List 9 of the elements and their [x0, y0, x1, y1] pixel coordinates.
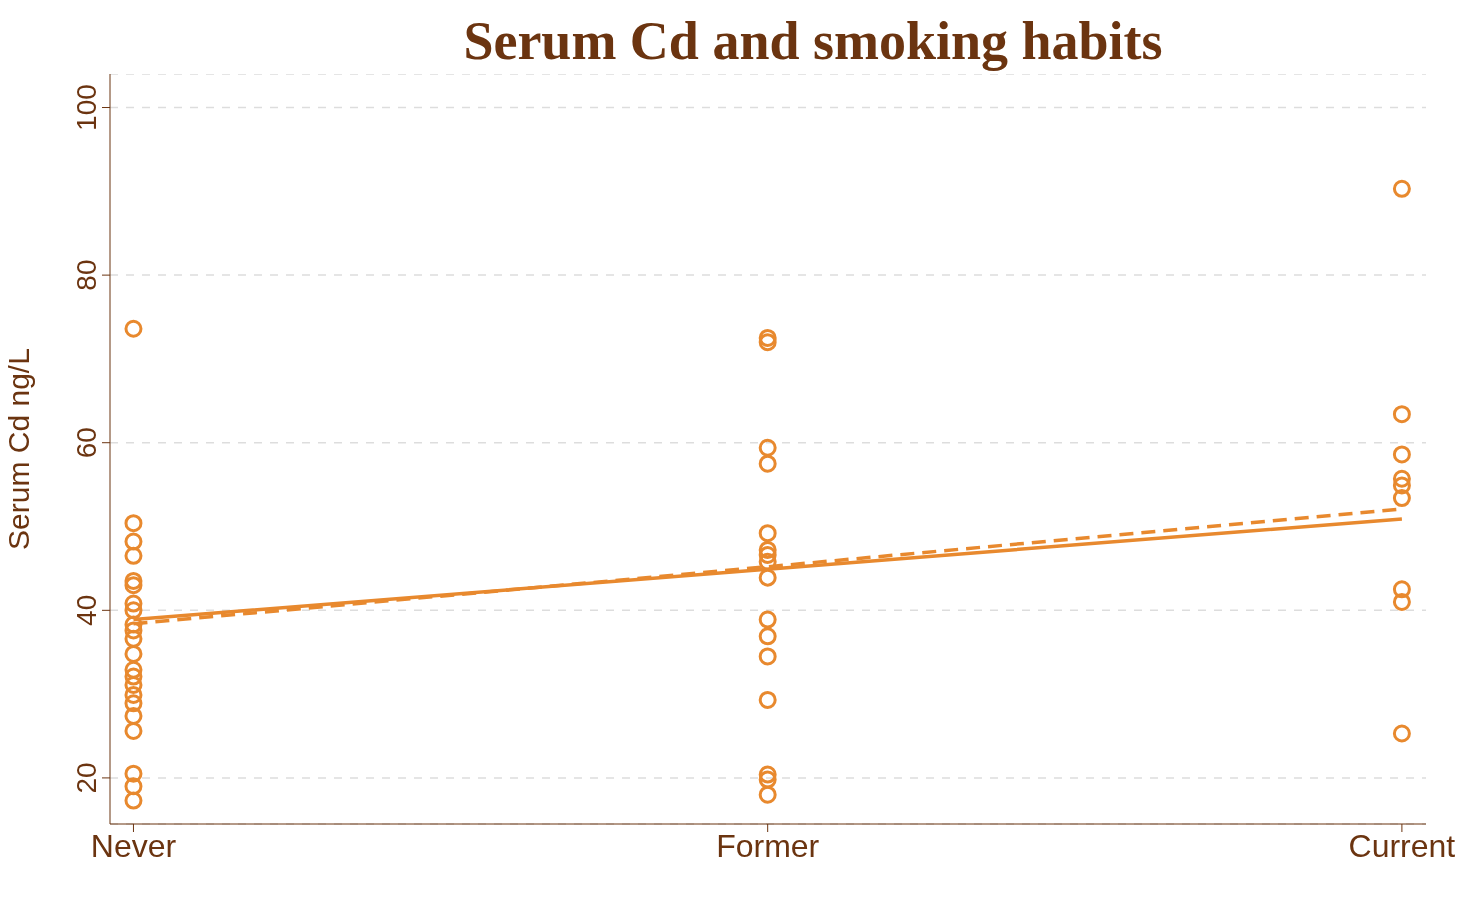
y-tick-label: 20: [71, 762, 102, 794]
chart-title: Serum Cd and smoking habits: [462, 10, 1164, 73]
y-tick-label: 100: [71, 84, 102, 131]
x-tick-label: Current: [1348, 827, 1456, 864]
x-tick-label: Former: [716, 827, 820, 864]
x-tick-label: Never: [90, 827, 177, 864]
y-tick-label: 40: [71, 594, 102, 626]
y-tick-label: 80: [71, 259, 102, 291]
y-tick-label: 60: [71, 427, 102, 459]
